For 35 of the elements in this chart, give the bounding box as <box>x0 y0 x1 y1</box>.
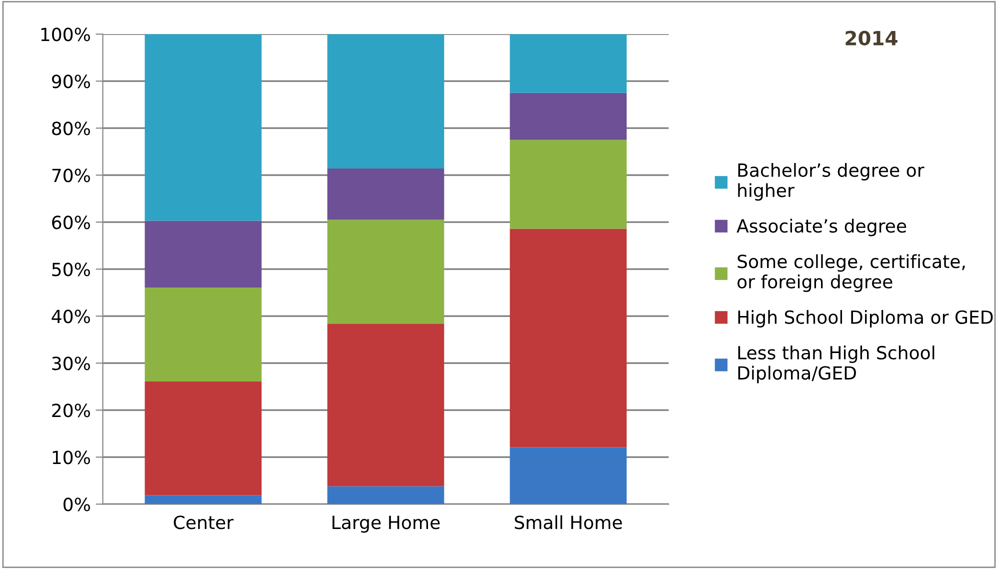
legend-label: Some college, certificate, or foreign degree <box>738 254 965 292</box>
x-tick-label: Large Home <box>332 516 440 533</box>
legend-label: High School Diploma or GED <box>738 310 993 328</box>
bar <box>144 495 262 504</box>
legend-label: Less than High School Diploma/GED <box>738 346 934 384</box>
y-tick-label: 50% <box>52 262 90 276</box>
bar <box>327 220 444 324</box>
legend-label: Associate’s degree <box>736 218 906 236</box>
y-tick-label: 90% <box>52 74 90 88</box>
bar <box>144 381 262 496</box>
y-tick-label: 70% <box>52 168 90 182</box>
legend-label: Bachelor’s degree or higher <box>738 162 924 201</box>
bar <box>510 140 627 229</box>
bar <box>327 486 444 504</box>
bar <box>144 287 262 382</box>
bar <box>327 324 444 486</box>
text: 2014 <box>846 30 898 46</box>
bar <box>510 34 627 93</box>
x-tick-label: Center <box>174 516 234 530</box>
y-tick-label: 30% <box>52 356 90 370</box>
bar <box>327 34 444 169</box>
y-tick-label: 20% <box>52 404 90 418</box>
y-tick-label: 80% <box>52 122 90 136</box>
bar <box>510 228 627 448</box>
bar <box>144 34 262 221</box>
y-tick-label: 0% <box>64 498 90 512</box>
x-tick-label: Small Home <box>514 515 622 530</box>
y-tick-label: 100% <box>41 28 90 42</box>
bar <box>327 168 444 220</box>
y-tick-label: 10% <box>52 450 90 464</box>
bar <box>510 92 627 140</box>
y-tick-label: 60% <box>52 216 90 230</box>
bar <box>510 447 627 504</box>
bar <box>144 220 262 288</box>
y-tick-label: 40% <box>52 310 90 324</box>
